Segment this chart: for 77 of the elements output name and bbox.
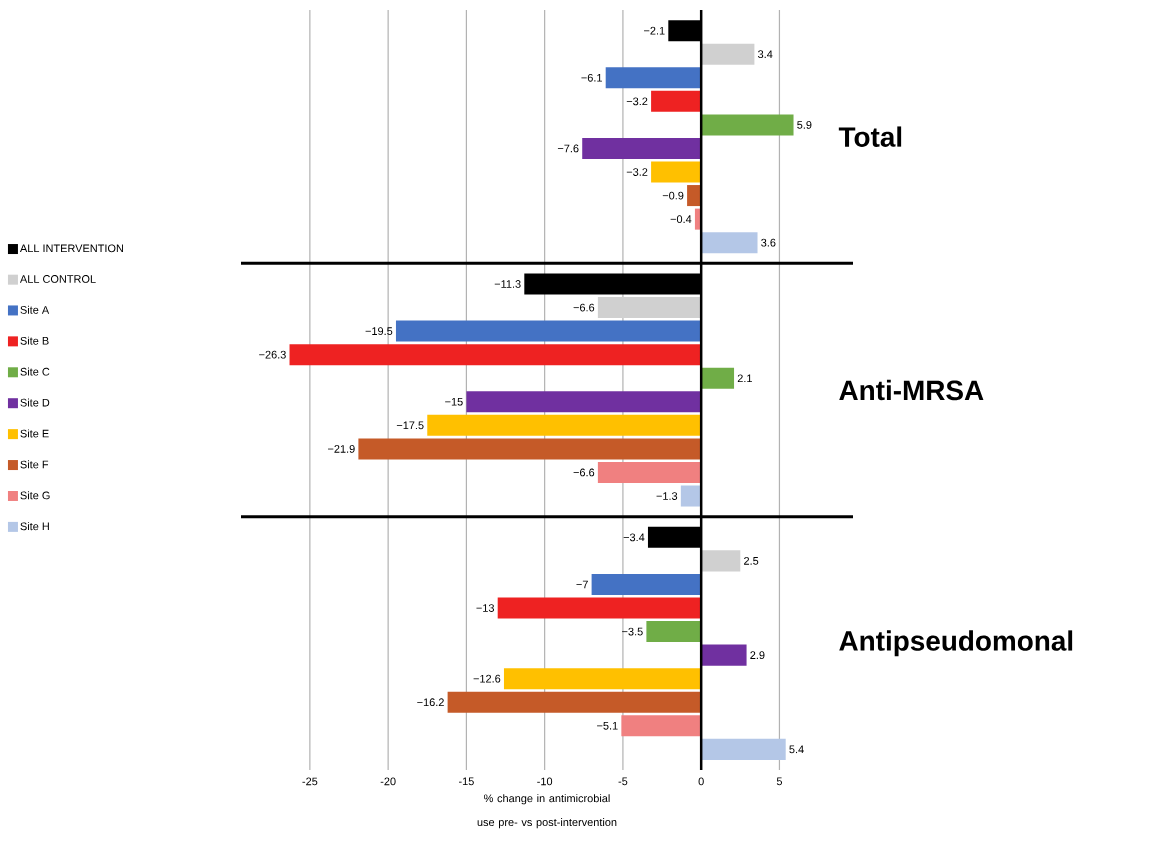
x-tick-label: -5 — [618, 777, 628, 786]
bar — [597, 461, 702, 483]
bar — [701, 43, 755, 65]
legend-label: Site B — [20, 336, 49, 345]
data-label: −7.6 — [557, 144, 579, 153]
legend-label: ALL CONTROL — [19, 275, 96, 283]
data-label: −17.5 — [396, 421, 424, 430]
data-label: −26.3 — [259, 350, 286, 359]
data-label: −12.6 — [473, 674, 501, 683]
bar — [701, 367, 735, 389]
data-label: −0.9 — [662, 191, 684, 200]
data-label: −1.3 — [656, 492, 678, 500]
data-label: 2.1 — [737, 374, 752, 383]
bar — [687, 185, 702, 207]
bar — [701, 644, 747, 666]
legend-label: Site E — [20, 429, 49, 438]
data-label: −7 — [576, 580, 588, 589]
bar — [701, 232, 758, 254]
text: % change in antimicrobial use pre- vs post-intervention — [477, 794, 617, 829]
data-label: 3.4 — [758, 50, 773, 59]
x-tick-label: 0 — [698, 777, 704, 786]
y-tick-label: Total — [838, 126, 902, 147]
bar — [447, 691, 702, 713]
data-label: −19.5 — [365, 327, 393, 335]
bar — [651, 90, 702, 112]
x-tick-label: -10 — [537, 777, 553, 786]
data-label: −16.2 — [417, 698, 444, 707]
bar — [621, 715, 702, 737]
data-label: 5.4 — [789, 745, 804, 754]
legend-label: Site F — [20, 460, 49, 469]
data-label: −15 — [445, 397, 463, 406]
data-label: −3.2 — [626, 97, 648, 106]
data-label: 3.6 — [761, 238, 776, 247]
legend-label: Site H — [20, 522, 49, 531]
bar — [427, 414, 702, 436]
legend-label: Site A — [20, 305, 50, 314]
y-tick-label: Anti-MRSA — [839, 379, 984, 401]
bar — [582, 137, 702, 159]
bar — [466, 391, 702, 413]
bar — [358, 438, 702, 460]
x-tick-label: -25 — [302, 777, 318, 786]
bar — [503, 668, 702, 690]
x-tick-label: -15 — [458, 777, 474, 786]
bar — [651, 161, 702, 183]
bar — [289, 344, 702, 366]
bar — [701, 550, 741, 572]
data-label: −21.9 — [328, 445, 355, 453]
bar — [701, 738, 786, 760]
data-label: −3.5 — [622, 627, 643, 636]
data-label: 5.9 — [797, 121, 812, 129]
data-label: −5.1 — [597, 721, 618, 730]
bar — [680, 485, 702, 507]
x-tick-label: 5 — [776, 777, 783, 786]
legend-label: Site G — [20, 491, 50, 500]
bar — [605, 67, 702, 89]
legend-label: Site C — [20, 367, 50, 376]
data-label: −0.4 — [670, 215, 692, 224]
data-label: −2.1 — [644, 26, 665, 35]
bar — [597, 297, 702, 319]
data-label: −6.6 — [573, 468, 595, 477]
bar — [591, 573, 702, 595]
x-tick-label: -20 — [380, 777, 396, 786]
bar — [497, 597, 702, 619]
bar — [646, 621, 702, 643]
data-label: −6.6 — [573, 303, 595, 312]
data-label: −3.2 — [626, 168, 648, 176]
bar — [395, 320, 702, 342]
data-label: 2.9 — [750, 651, 765, 659]
bar — [701, 114, 794, 136]
y-tick-label: Antipseudomonal — [839, 630, 1073, 657]
data-label: 2.5 — [744, 557, 759, 565]
legend-label: ALL INTERVENTION — [19, 244, 123, 253]
data-label: −3.4 — [623, 533, 645, 542]
data-label: −6.1 — [581, 73, 602, 82]
data-label: −13 — [476, 604, 495, 612]
data-label: −11.3 — [494, 280, 521, 288]
legend-label: Site D — [20, 398, 50, 407]
